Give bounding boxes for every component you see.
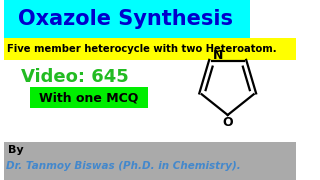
Text: O: O [222, 116, 233, 129]
FancyBboxPatch shape [4, 0, 251, 38]
Text: Five member heterocycle with two Heteroatom.: Five member heterocycle with two Heteroa… [7, 44, 277, 54]
Text: By: By [8, 145, 24, 155]
Text: Oxazole Synthesis: Oxazole Synthesis [18, 9, 233, 29]
Text: Video: 645: Video: 645 [21, 68, 129, 86]
FancyBboxPatch shape [4, 38, 296, 60]
Text: With one MCQ: With one MCQ [39, 91, 139, 105]
Text: Dr. Tanmoy Biswas (Ph.D. in Chemistry).: Dr. Tanmoy Biswas (Ph.D. in Chemistry). [6, 161, 241, 171]
FancyBboxPatch shape [4, 142, 296, 180]
Text: N: N [213, 49, 223, 62]
FancyBboxPatch shape [30, 87, 148, 108]
